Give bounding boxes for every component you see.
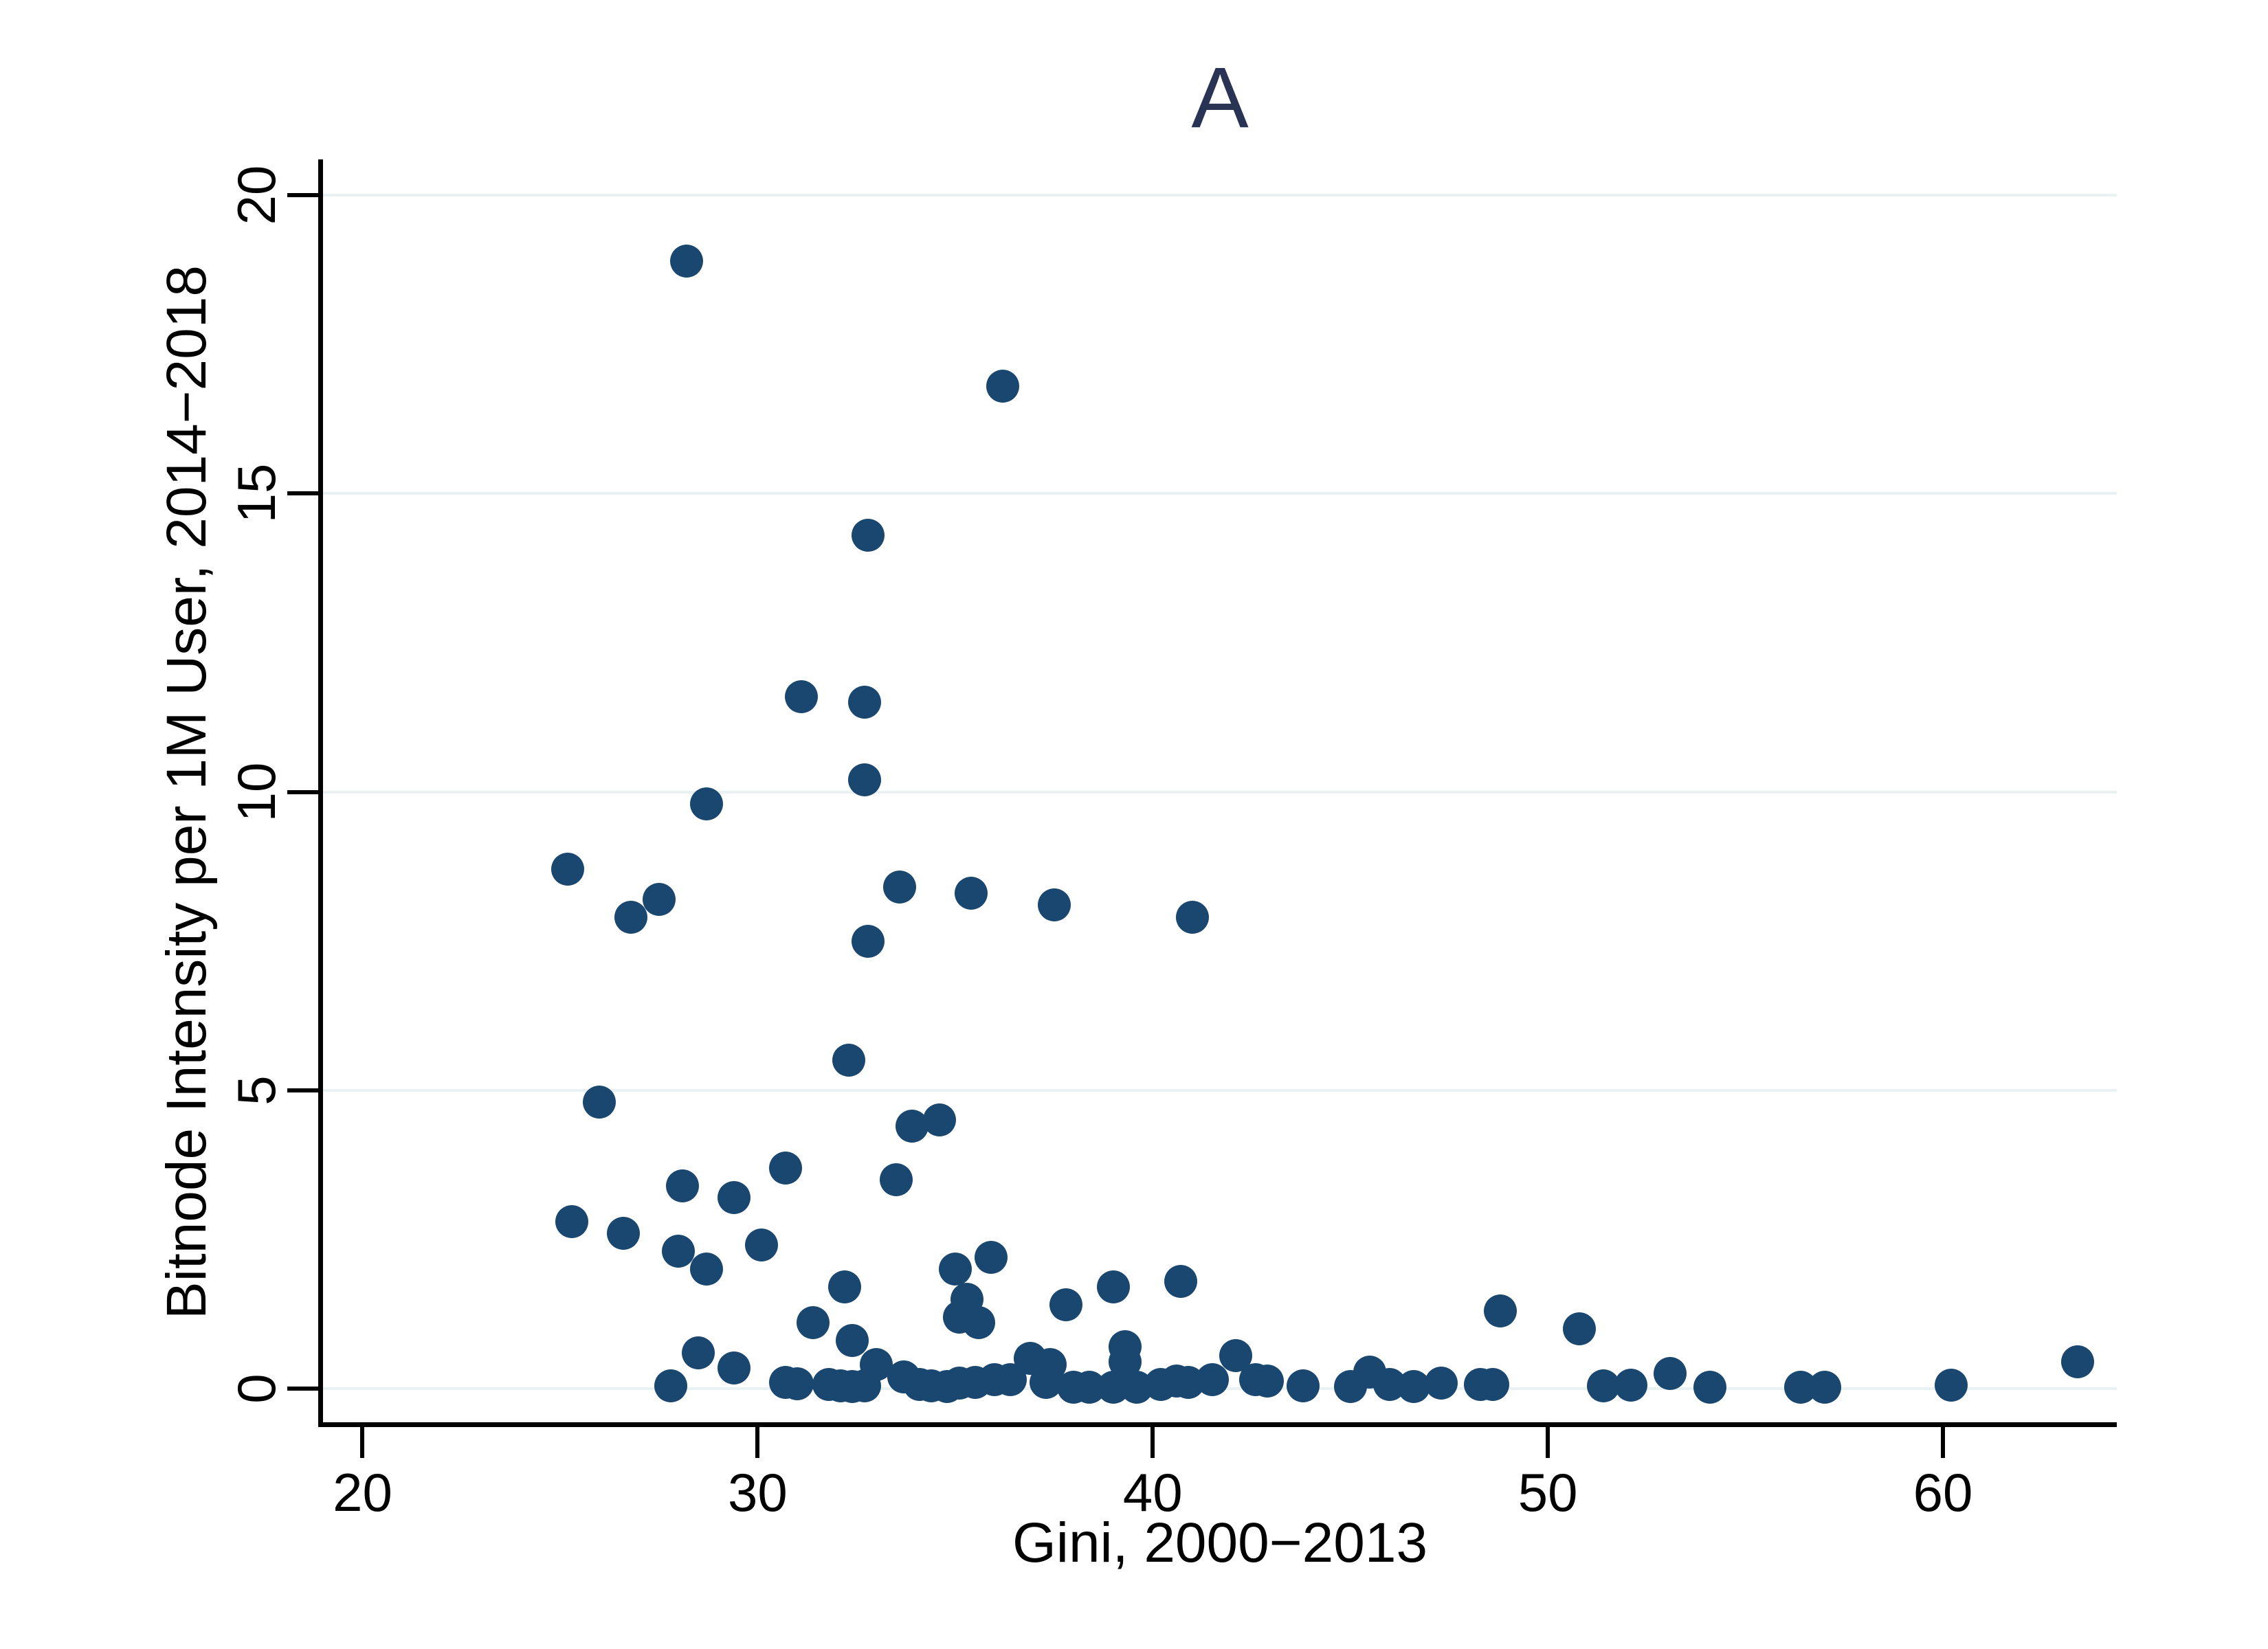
x-tick-label: 20 [333,1462,392,1523]
y-tick-label: 20 [226,165,287,225]
y-gridline [323,790,2117,794]
y-axis-title: Bitnode Intensity per 1M User, 2014−2018 [155,265,218,1319]
y-tick [287,193,318,198]
data-point [717,1351,751,1384]
data-point [1195,1362,1229,1396]
data-point [832,1044,865,1077]
data-point [1654,1357,1687,1391]
data-point [938,1253,972,1286]
data-point [962,1306,996,1340]
data-point [1934,1368,1968,1402]
data-point [654,1369,687,1402]
y-tick-label: 15 [226,463,287,524]
x-tick [755,1427,760,1458]
data-point [986,369,1019,403]
data-point [1808,1371,1841,1404]
data-point [1096,1270,1130,1304]
data-point [852,519,885,552]
data-point [1286,1369,1320,1402]
data-point [784,680,818,713]
data-point [606,1217,640,1250]
data-point [1049,1288,1082,1322]
y-tick [287,789,318,794]
x-tick [1941,1427,1946,1458]
x-axis-title: Gini, 2000−2013 [1012,1512,1428,1574]
data-point [614,900,648,934]
x-tick [1150,1427,1155,1458]
data-point [974,1240,1008,1274]
y-axis-line [318,159,323,1427]
data-point [717,1181,751,1214]
data-point [994,1362,1027,1396]
data-point [1484,1294,1517,1327]
data-point [745,1229,779,1262]
data-point [1397,1370,1430,1404]
data-point [1424,1367,1458,1400]
data-point [796,1306,830,1340]
y-gridline [323,1088,2117,1092]
chart-title: A [1191,50,1249,146]
data-point [1175,900,1209,934]
x-tick-label: 60 [1913,1462,1973,1523]
x-tick [1546,1427,1550,1458]
data-point [883,871,917,904]
data-point [922,1103,956,1137]
data-point [642,882,676,916]
data-point [1250,1364,1284,1398]
data-point [847,1369,881,1402]
data-point [583,1086,616,1119]
data-point [689,1253,723,1286]
y-tick [287,1386,318,1391]
x-tick [360,1427,365,1458]
data-point [847,686,881,719]
y-tick [287,1088,318,1092]
x-axis-line [318,1422,2117,1427]
data-point [780,1367,814,1400]
data-point [662,1235,696,1268]
y-tick [287,491,318,496]
data-point [768,1151,802,1185]
data-point [666,1169,700,1202]
data-point [847,763,881,797]
data-point [1614,1368,1647,1402]
data-point [954,877,988,910]
data-point [2060,1345,2094,1378]
data-point [689,787,723,820]
data-point [1164,1264,1197,1298]
data-point [852,924,885,958]
data-point [1563,1312,1597,1346]
y-tick-label: 0 [226,1373,287,1404]
y-gridline [323,492,2117,495]
data-point [879,1163,913,1196]
data-point [551,853,585,886]
data-point [1030,1366,1063,1400]
y-tick-label: 5 [226,1075,287,1106]
data-point [827,1270,861,1304]
x-tick-label: 50 [1517,1462,1578,1523]
data-point [1037,888,1071,922]
data-point [555,1204,589,1238]
data-point [1693,1371,1726,1404]
x-tick-label: 30 [727,1462,788,1523]
data-point [836,1324,869,1358]
y-gridline [323,194,2117,197]
y-tick-label: 10 [226,762,287,822]
data-point [1476,1367,1509,1401]
x-tick-label: 40 [1122,1462,1183,1523]
data-point [682,1336,715,1369]
data-point [669,244,703,278]
data-point [895,1109,929,1143]
data-point [1586,1369,1620,1402]
